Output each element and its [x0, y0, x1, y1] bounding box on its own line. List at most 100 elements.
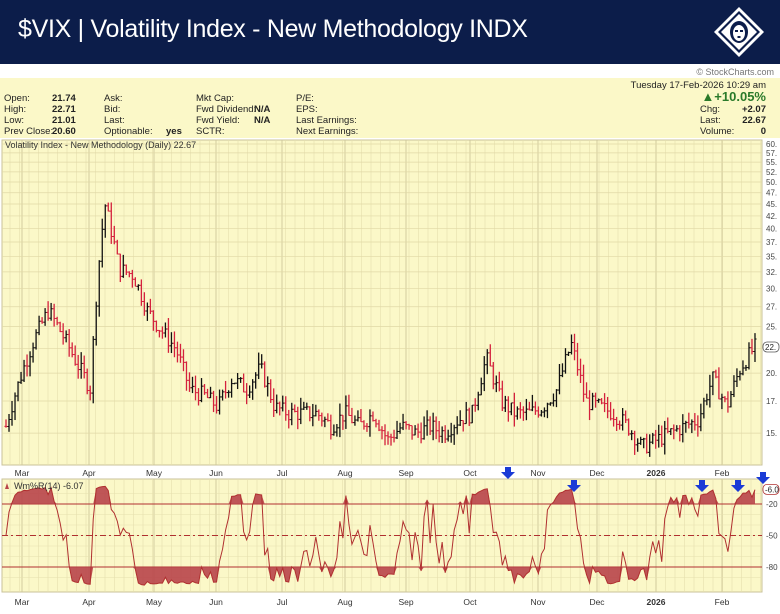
eps-label: EPS: — [296, 104, 318, 115]
mkt-cap-label: Mkt Cap: — [196, 93, 235, 104]
quote-datetime: Tuesday 17-Feb-2026 10:29 am — [630, 80, 766, 91]
svg-text:25.: 25. — [766, 323, 777, 332]
bid-label: Bid: — [104, 104, 121, 115]
pe-label: P/E: — [296, 93, 314, 104]
svg-text:Mar: Mar — [15, 597, 30, 607]
fwd-yield-value: N/A — [254, 115, 271, 126]
last-label-mid: Last: — [104, 115, 125, 126]
price-chart-title: Volatility Index - New Methodology (Dail… — [5, 140, 196, 150]
chg-value: +2.07 — [741, 104, 766, 115]
lion-diamond-logo-icon — [714, 7, 764, 57]
svg-text:52.: 52. — [766, 168, 777, 177]
page-title: $VIX | Volatility Index - New Methodolog… — [18, 15, 528, 43]
fwd-yield-label: Fwd Yield: — [196, 115, 240, 126]
low-value: 21.01 — [52, 115, 76, 126]
indicator-legend-icon — [5, 483, 9, 489]
fwd-dividend-label: Fwd Dividend: — [196, 104, 257, 115]
volume-value: 0 — [760, 126, 766, 137]
williams-r-x-axis: Mar Apr May Jun Jul Aug Sep Oct Nov Dec 2026 Feb — [15, 597, 730, 607]
svg-text:42.: 42. — [766, 212, 777, 221]
svg-text:-50: -50 — [766, 532, 778, 541]
svg-text:Jun: Jun — [209, 468, 223, 478]
sctr-label: SCTR: — [196, 126, 225, 137]
svg-text:Aug: Aug — [337, 468, 352, 478]
svg-text:32.: 32. — [766, 268, 777, 277]
svg-text:45.: 45. — [766, 200, 777, 209]
svg-text:-80: -80 — [766, 563, 778, 572]
svg-text:55.: 55. — [766, 158, 777, 167]
svg-text:Aug: Aug — [337, 597, 352, 607]
last-earnings-label: Last Earnings: — [296, 115, 357, 126]
last-label: Last: — [700, 115, 721, 126]
svg-text:Nov: Nov — [530, 468, 546, 478]
price-bars — [4, 202, 757, 457]
price-x-axis: Mar Apr May Jun Jul Aug Sep Oct Nov Dec 2026 Feb — [15, 468, 730, 478]
svg-text:22.: 22. — [765, 343, 776, 352]
svg-text:Sep: Sep — [398, 597, 413, 607]
optionable-label: Optionable: — [104, 126, 153, 137]
svg-text:Oct: Oct — [463, 468, 477, 478]
down-arrow-icon — [695, 480, 709, 492]
svg-text:Nov: Nov — [530, 597, 546, 607]
svg-text:47.: 47. — [766, 189, 777, 198]
optionable-value: yes — [166, 126, 182, 137]
price-grid — [2, 140, 762, 465]
svg-text:20.: 20. — [766, 369, 777, 378]
pct-change: ▲+10.05% — [701, 89, 766, 104]
chg-label: Chg: — [700, 104, 721, 115]
svg-text:Oct: Oct — [463, 597, 477, 607]
last-value: 22.67 — [742, 115, 766, 126]
open-value: 21.74 — [52, 93, 76, 104]
prev-close-label: Prev Close: — [4, 126, 54, 137]
next-earnings-label: Next Earnings: — [296, 126, 359, 137]
low-label: Low: — [4, 115, 25, 126]
price-y-axis: 15. 17. 20. 22. 25. 27. 30. 32. 35. 37. 40. 42. 45. 4… — [762, 140, 780, 438]
svg-text:-6.0: -6.0 — [765, 485, 779, 494]
svg-text:-20: -20 — [766, 500, 778, 509]
svg-text:Feb: Feb — [715, 597, 730, 607]
svg-text:50.: 50. — [766, 178, 777, 187]
svg-text:Jul: Jul — [277, 597, 288, 607]
down-arrow-icon — [501, 467, 515, 479]
svg-text:2026: 2026 — [647, 468, 666, 478]
svg-text:Apr: Apr — [82, 468, 95, 478]
down-arrow-icon — [567, 480, 581, 492]
chart-area: 15. 17. 20. 22. 25. 27. 30. 32. 35. 37. 40. 42. 45. 4… — [0, 138, 780, 609]
svg-text:15.: 15. — [766, 429, 777, 438]
ask-label: Ask: — [104, 93, 123, 104]
svg-text:37.: 37. — [766, 238, 777, 247]
price-and-indicator-chart: 15. 17. 20. 22. 25. 27. 30. 32. 35. 37. 40. 42. 45. 4… — [0, 139, 780, 607]
open-label: Open: — [4, 93, 30, 104]
svg-text:May: May — [146, 468, 163, 478]
svg-text:35.: 35. — [766, 252, 777, 261]
svg-text:Feb: Feb — [715, 468, 730, 478]
svg-text:57.: 57. — [766, 149, 777, 158]
williams-r-line — [5, 485, 756, 586]
volume-label: Volume: — [700, 126, 735, 137]
svg-text:Apr: Apr — [82, 597, 95, 607]
williams-r-y-axis: -20 -50 -80 -6.0 — [762, 483, 780, 572]
williams-r-title: Wm%R(14) -6.07 — [14, 481, 84, 491]
svg-text:Dec: Dec — [589, 597, 605, 607]
down-arrow-icon — [756, 472, 770, 484]
quote-panel: Open: 21.74 High: 22.71 Low: 21.01 Prev … — [0, 78, 780, 138]
svg-text:Dec: Dec — [589, 468, 605, 478]
high-value: 22.71 — [52, 104, 76, 115]
svg-text:17.: 17. — [766, 397, 777, 406]
svg-text:60.: 60. — [766, 140, 777, 149]
price-panel — [1, 139, 763, 466]
svg-text:May: May — [146, 597, 163, 607]
fwd-dividend-value: N/A — [254, 104, 271, 115]
stockcharts-credit: © StockCharts.com — [696, 67, 774, 77]
signal-arrows — [501, 467, 770, 492]
svg-text:2026: 2026 — [647, 597, 666, 607]
svg-text:40.: 40. — [766, 225, 777, 234]
svg-text:Jul: Jul — [277, 468, 288, 478]
svg-text:30.: 30. — [766, 285, 777, 294]
page-header: $VIX | Volatility Index - New Methodolog… — [0, 0, 780, 64]
prev-close-value: 20.60 — [52, 126, 76, 137]
svg-text:Jun: Jun — [209, 597, 223, 607]
down-arrow-icon — [731, 480, 745, 492]
svg-text:27.: 27. — [766, 303, 777, 312]
svg-text:Mar: Mar — [15, 468, 30, 478]
